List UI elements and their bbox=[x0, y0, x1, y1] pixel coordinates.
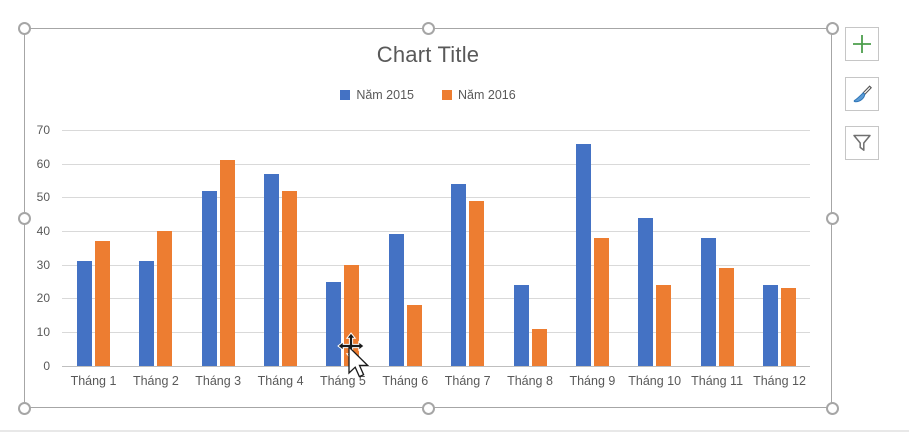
bar-năm-2015-tháng-2[interactable] bbox=[139, 261, 155, 366]
x-axis-category-label: Tháng 11 bbox=[691, 374, 744, 388]
bar-năm-2015-tháng-10[interactable] bbox=[638, 217, 654, 366]
y-axis-tick-label: 0 bbox=[43, 358, 50, 373]
bar-năm-2015-tháng-9[interactable] bbox=[575, 143, 591, 366]
chart-title[interactable]: Chart Title bbox=[376, 42, 480, 67]
bar-năm-2016-tháng-8[interactable] bbox=[531, 328, 547, 366]
x-axis-category-label: Tháng 6 bbox=[382, 374, 429, 388]
x-axis-category-label: Tháng 7 bbox=[444, 374, 491, 388]
bar-năm-2015-tháng-11[interactable] bbox=[700, 237, 716, 366]
x-axis-category-label: Tháng 2 bbox=[132, 374, 179, 388]
y-axis-tick-label: 50 bbox=[36, 190, 50, 205]
bar-năm-2016-tháng-9[interactable] bbox=[593, 237, 609, 366]
bar-năm-2016-tháng-11[interactable] bbox=[718, 268, 734, 366]
y-axis-tick-label: 70 bbox=[36, 123, 50, 137]
bar-năm-2016-tháng-2[interactable] bbox=[157, 231, 173, 366]
bar-năm-2015-tháng-8[interactable] bbox=[513, 284, 529, 366]
resize-handle-se[interactable] bbox=[825, 401, 839, 415]
y-axis-tick-label: 40 bbox=[36, 224, 50, 238]
x-axis-category-label: Tháng 4 bbox=[257, 374, 304, 388]
bar-năm-2016-tháng-6[interactable] bbox=[406, 305, 422, 366]
y-axis-tick-label: 60 bbox=[36, 156, 50, 171]
resize-handle-ne[interactable] bbox=[825, 21, 839, 35]
funnel-icon bbox=[853, 134, 871, 151]
bar-năm-2016-tháng-3[interactable] bbox=[219, 160, 235, 366]
bar-năm-2015-tháng-6[interactable] bbox=[388, 234, 404, 366]
resize-handle-n[interactable] bbox=[421, 21, 435, 35]
bar-năm-2016-tháng-5[interactable] bbox=[344, 264, 360, 366]
bar-năm-2016-tháng-4[interactable] bbox=[282, 190, 298, 366]
paintbrush-icon bbox=[853, 85, 872, 103]
bar-năm-2015-tháng-12[interactable] bbox=[763, 284, 778, 366]
legend-item[interactable]: Năm 2016 bbox=[442, 88, 516, 102]
x-axis-category-label: Tháng 5 bbox=[319, 374, 366, 388]
gridline bbox=[62, 130, 810, 131]
x-axis-category-label: Tháng 12 bbox=[753, 374, 806, 388]
bar-năm-2015-tháng-1[interactable] bbox=[77, 261, 92, 366]
y-axis-tick-label: 30 bbox=[36, 257, 50, 272]
resize-handle-nw[interactable] bbox=[17, 21, 31, 35]
chart-legend[interactable]: Năm 2015 Năm 2016 bbox=[24, 88, 832, 102]
legend-item[interactable]: Năm 2015 bbox=[340, 88, 414, 102]
y-axis-tick-label: 10 bbox=[36, 325, 50, 339]
x-axis-category-label: Tháng 8 bbox=[507, 374, 553, 388]
bar-năm-2015-tháng-7[interactable] bbox=[451, 183, 467, 366]
chart-filters-button[interactable] bbox=[845, 126, 879, 160]
gridline bbox=[62, 298, 810, 300]
resize-handle-w[interactable] bbox=[17, 211, 31, 225]
gridline bbox=[62, 264, 810, 266]
x-axis-category-label: Tháng 10 bbox=[628, 374, 682, 388]
legend-label: Năm 2016 bbox=[458, 88, 516, 102]
plus-icon bbox=[853, 35, 871, 53]
legend-swatch-icon bbox=[442, 90, 452, 100]
bar-năm-2016-tháng-1[interactable] bbox=[95, 241, 110, 366]
y-axis-tick-label: 20 bbox=[36, 291, 50, 306]
window-bottom-edge bbox=[0, 430, 909, 432]
resize-handle-s[interactable] bbox=[421, 401, 435, 415]
x-axis-category-label: Tháng 9 bbox=[569, 374, 616, 388]
gridline bbox=[62, 163, 810, 165]
bar-năm-2016-tháng-7[interactable] bbox=[469, 200, 485, 366]
chart-styles-button[interactable] bbox=[845, 77, 879, 111]
x-axis-category-label: Tháng 1 bbox=[70, 374, 117, 388]
bar-năm-2016-tháng-12[interactable] bbox=[781, 288, 796, 366]
resize-handle-e[interactable] bbox=[825, 211, 839, 225]
x-axis-category-label: Tháng 3 bbox=[195, 374, 242, 388]
resize-handle-sw[interactable] bbox=[17, 401, 31, 415]
bar-năm-2015-tháng-3[interactable] bbox=[201, 190, 217, 366]
bar-năm-2015-tháng-5[interactable] bbox=[326, 281, 342, 366]
legend-label: Năm 2015 bbox=[356, 88, 414, 102]
legend-swatch-icon bbox=[340, 90, 351, 100]
gridline bbox=[62, 197, 810, 199]
chart-elements-button[interactable] bbox=[845, 27, 879, 61]
gridline bbox=[62, 231, 810, 232]
bar-năm-2016-tháng-10[interactable] bbox=[656, 284, 672, 366]
gridline bbox=[62, 332, 810, 333]
x-axis-line bbox=[62, 365, 810, 367]
bar-năm-2015-tháng-4[interactable] bbox=[264, 173, 280, 366]
